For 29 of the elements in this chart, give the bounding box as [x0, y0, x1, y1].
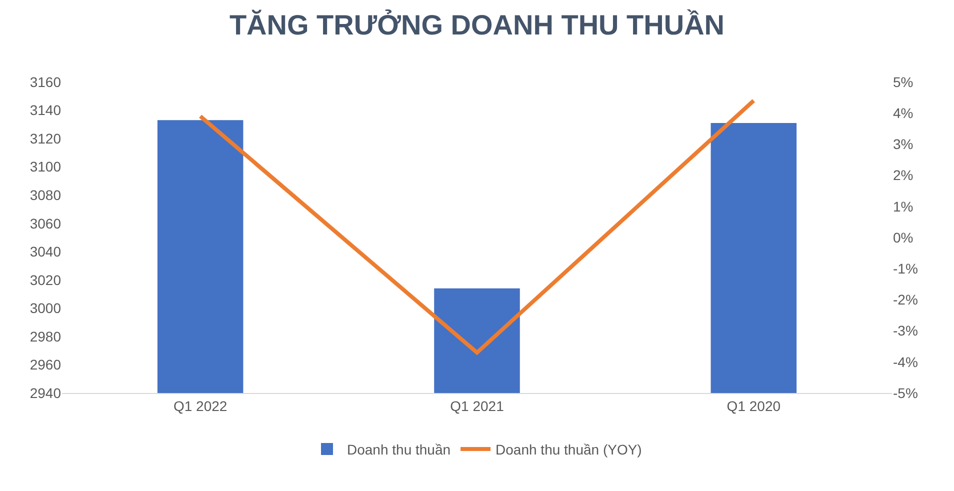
y-tick-label: 2940: [30, 384, 62, 401]
y2-tick-label: 0%: [893, 229, 914, 246]
y-tick-label: 3020: [30, 272, 62, 288]
legend-label: Doanh thu thuần (YOY): [496, 441, 642, 458]
y-tick-label: 3000: [30, 300, 62, 316]
x-tick-label: Q1 2022: [173, 398, 228, 414]
y2-tick-label: -2%: [893, 292, 918, 308]
x-tick-label: Q1 2021: [450, 398, 504, 414]
y-tick-label: 2980: [30, 328, 62, 344]
y2-tick-label: 1%: [893, 198, 914, 214]
y-tick-label: 3140: [30, 102, 62, 118]
chart-title: TĂNG TRƯỞNG DOANH THU THUẦN: [229, 8, 725, 40]
y-tick-label: 3060: [30, 215, 62, 232]
legend-label: Doanh thu thuần: [347, 441, 451, 458]
y-tick-label: 2960: [30, 356, 62, 373]
y2-tick-label: -1%: [893, 260, 918, 276]
y-tick-label: 3160: [30, 74, 62, 90]
y-tick-label: 3120: [30, 130, 62, 146]
y-tick-label: 3040: [30, 244, 62, 260]
y2-tick-label: -5%: [893, 384, 918, 401]
y2-tick-label: -3%: [893, 322, 918, 339]
y2-tick-label: 3%: [893, 136, 914, 152]
y2-tick-label: -4%: [893, 354, 918, 370]
x-tick-label: Q1 2020: [726, 398, 781, 414]
y2-tick-label: 4%: [893, 105, 914, 121]
y-tick-label: 3080: [30, 186, 62, 203]
y2-tick-label: 2%: [893, 167, 914, 184]
y-tick-label: 3100: [30, 158, 62, 175]
y2-tick-label: 5%: [893, 74, 914, 90]
